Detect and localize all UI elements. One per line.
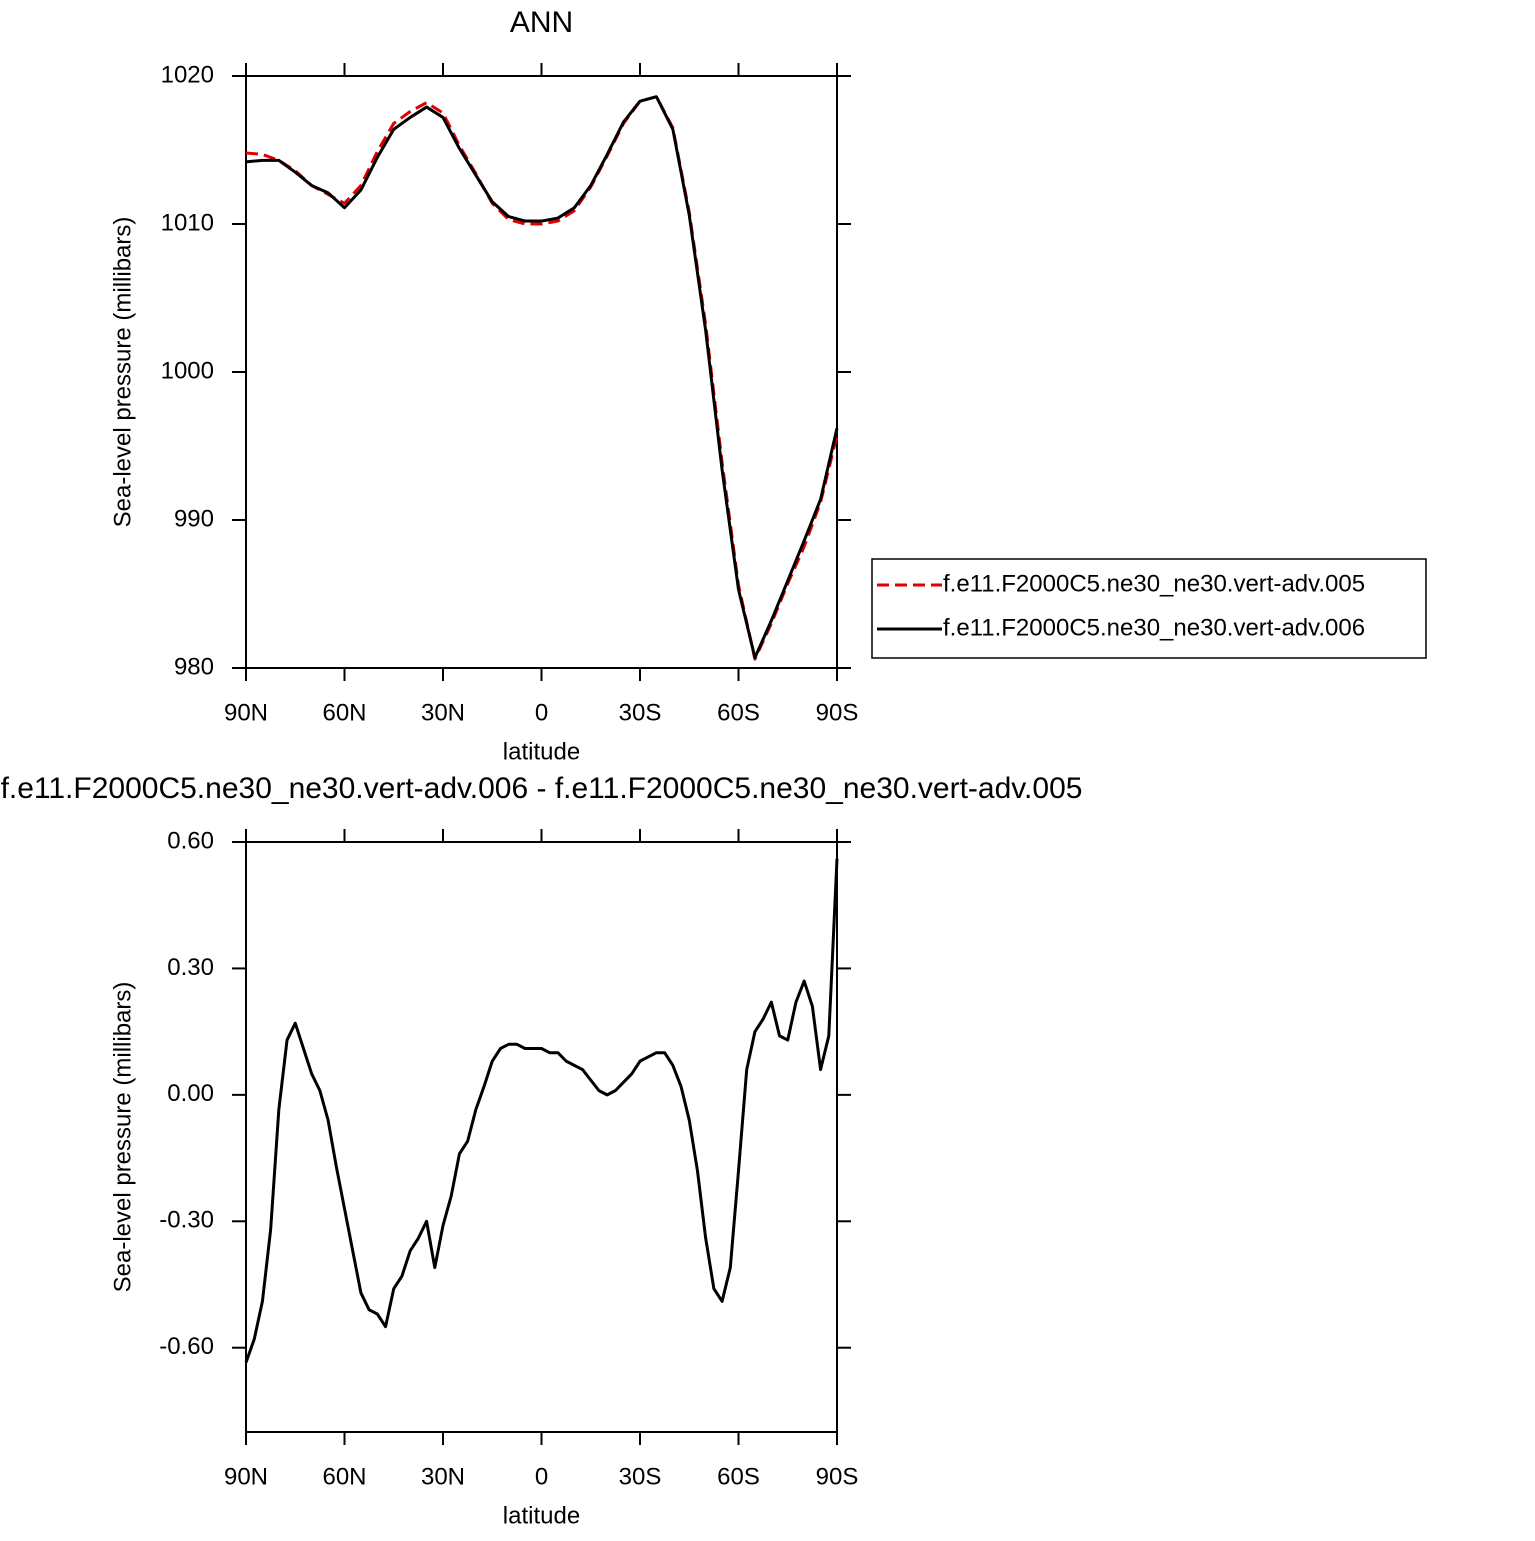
x-tick-label: 0 (535, 1463, 548, 1490)
x-tick-label: 60S (717, 699, 760, 726)
legend-label: f.e11.F2000C5.ne30_ne30.vert-adv.005 (943, 570, 1365, 597)
y-tick-label: 0.00 (167, 1080, 214, 1107)
y-tick-label: 1020 (161, 61, 214, 88)
chart-title: ANN (510, 6, 573, 39)
x-tick-label: 60N (322, 1463, 366, 1490)
x-tick-label: 60S (717, 1463, 760, 1490)
x-tick-label: 0 (535, 699, 548, 726)
x-tick-label: 90S (816, 699, 859, 726)
series-line (244, 858, 839, 1363)
y-tick-label: -0.30 (159, 1207, 214, 1234)
chart-title: f.e11.F2000C5.ne30_ne30.vert-adv.006 - f… (1, 772, 1083, 805)
x-tick-label: 90S (816, 1463, 859, 1490)
y-tick-label: 0.60 (167, 827, 214, 854)
x-tick-label: 90N (224, 699, 268, 726)
x-tick-label: 30S (619, 1463, 662, 1490)
y-tick-label: 980 (174, 653, 214, 680)
plot-frame (245, 75, 838, 669)
series-line (245, 95, 839, 661)
y-tick-label: 990 (174, 505, 214, 532)
x-axis-label: latitude (503, 738, 580, 765)
y-axis-label: Sea-level pressure (millibars) (109, 982, 136, 1293)
legend-box (871, 558, 1427, 659)
y-axis-label: Sea-level pressure (millibars) (109, 217, 136, 528)
series-line (245, 95, 839, 660)
y-tick-label: -0.60 (159, 1333, 214, 1360)
x-axis-label: latitude (503, 1502, 580, 1529)
y-tick-label: 1010 (161, 209, 214, 236)
y-tick-label: 1000 (161, 357, 214, 384)
x-tick-label: 30S (619, 699, 662, 726)
y-tick-label: 0.30 (167, 954, 214, 981)
x-tick-label: 30N (421, 699, 465, 726)
legend-label: f.e11.F2000C5.ne30_ne30.vert-adv.006 (943, 614, 1365, 641)
x-tick-label: 30N (421, 1463, 465, 1490)
x-tick-label: 60N (322, 699, 366, 726)
plot-frame (245, 841, 838, 1433)
x-tick-label: 90N (224, 1463, 268, 1490)
